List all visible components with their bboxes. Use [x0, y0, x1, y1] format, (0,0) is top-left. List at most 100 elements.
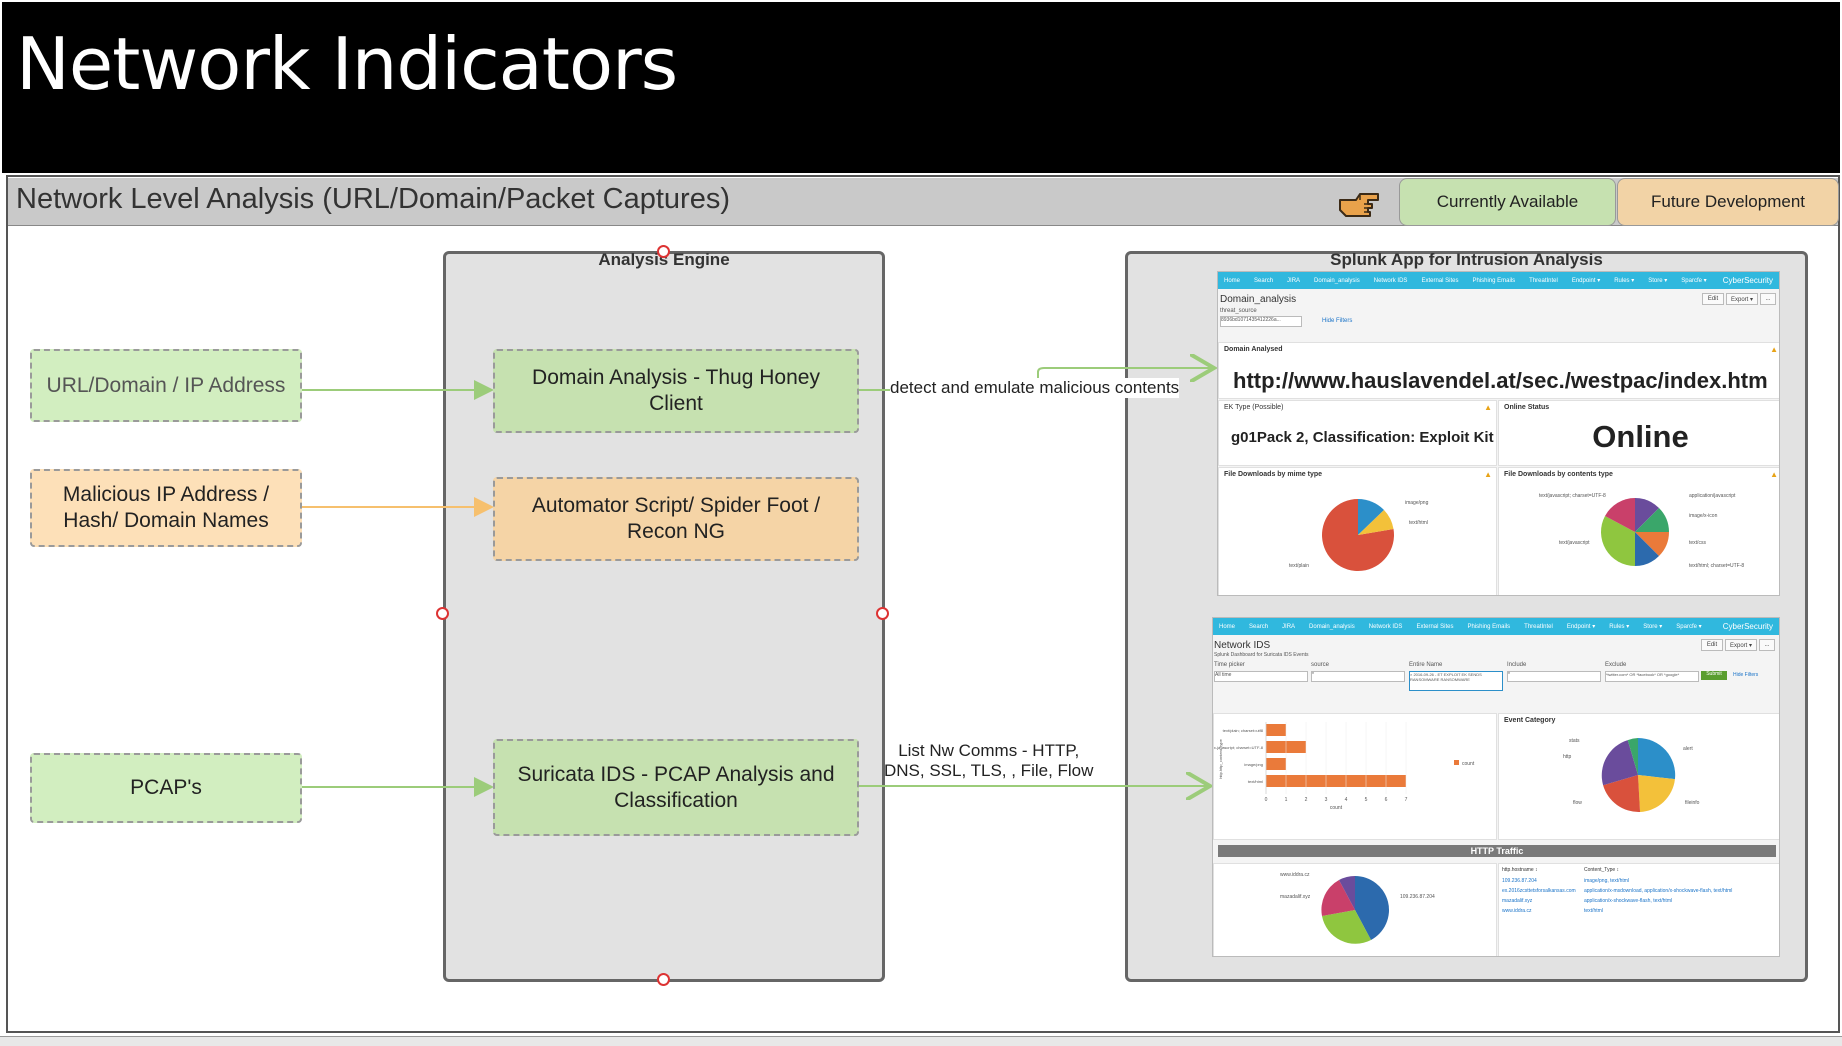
bar — [1266, 775, 1406, 787]
node-pcaps[interactable]: PCAP's — [30, 753, 302, 823]
table-header-content-type[interactable]: Content_Type ↕ — [1584, 867, 1620, 873]
ctype-label-4: text/javascript — [1559, 540, 1590, 546]
bar — [1266, 758, 1286, 770]
splunk-domain-analysis-screenshot: Home Search JIRA Domain_analysis Network IDS… — [1217, 271, 1780, 596]
x-tick-label: 4 — [1345, 797, 1348, 803]
exclude-input[interactable]: *twitter.com* OR *facebook* OR *google* — [1605, 671, 1699, 682]
splunk-nav-item[interactable]: Domain_analysis — [1309, 623, 1355, 630]
node-domain-analysis[interactable]: Domain Analysis - Thug Honey Client — [493, 349, 859, 433]
splunk-nav-item[interactable]: Home — [1224, 277, 1241, 284]
event-category-pie-chart — [1601, 738, 1676, 812]
warning-icon: ▲ — [1484, 470, 1492, 479]
more-button[interactable]: ... — [1760, 293, 1776, 305]
splunk-nav-item[interactable]: Home — [1219, 623, 1236, 630]
content-type-title: File Downloads by contents type — [1504, 471, 1613, 478]
http-host-card: www.iddra.cz mazadalif.xyz 109.236.87.20… — [1213, 863, 1497, 956]
splunk-nav-item[interactable]: Search — [1254, 277, 1274, 284]
node-malicious-label: Malicious IP Address / Hash/ Domain Name… — [62, 483, 270, 532]
edge-label-detect: detect and emulate malicious contents — [890, 378, 1180, 398]
splunk-nav-item[interactable]: Domain_analysis — [1314, 277, 1360, 284]
splunk-nav-item[interactable]: Network IDS — [1373, 277, 1408, 284]
host-label-2: 109.236.87.204 — [1400, 894, 1435, 900]
splunk-nav-item[interactable]: Sparcfe ▾ — [1681, 278, 1707, 284]
export-button[interactable]: Export ▾ — [1725, 639, 1757, 651]
splunk-nav-item[interactable]: Network IDS — [1368, 623, 1403, 630]
edit-button[interactable]: Edit — [1702, 293, 1724, 305]
ek-type-value: g01Pack 2, Classification: Exploit Kit — [1231, 429, 1494, 446]
splunk-nav-item[interactable]: External Sites — [1421, 277, 1459, 284]
event-label-4: fileinfo — [1685, 800, 1700, 806]
table-cell[interactable]: 109.236.87.204 — [1502, 878, 1537, 884]
node-malicious-ip[interactable]: Malicious IP Address / Hash/ Domain Name… — [30, 469, 302, 547]
splunk-nav-item[interactable]: ThreatIntel — [1529, 277, 1558, 284]
splunk-nav-item[interactable]: Store ▾ — [1643, 624, 1663, 630]
online-status-card: Online Status Online — [1498, 400, 1779, 466]
splunk-nav-item[interactable]: ThreatIntel — [1524, 623, 1553, 630]
filter-input[interactable]: 8936bd1071435412226a... — [1220, 316, 1302, 327]
edge-label-list-line1: List Nw Comms - HTTP, — [898, 741, 1080, 760]
splunk-nav-item[interactable]: Rules ▾ — [1614, 278, 1635, 284]
mime-label-0: image/png — [1405, 500, 1429, 506]
splunk-nav-item[interactable]: Phishing Emails — [1467, 623, 1511, 630]
submit-button[interactable]: Submit — [1701, 671, 1727, 680]
splunk-nav-item[interactable]: Rules ▾ — [1609, 624, 1630, 630]
resize-handle-top[interactable] — [657, 245, 670, 258]
splunk-network-ids-screenshot: Home Search JIRA Domain_analysis Network IDS… — [1212, 617, 1780, 957]
ctype-label-5: text/html; charset=UTF-8 — [1689, 563, 1745, 569]
hide-filters-link[interactable]: Hide Filters — [1322, 318, 1353, 324]
table-header-hostname[interactable]: http.hostname ↕ — [1502, 867, 1538, 873]
pie-slice-3 — [1635, 532, 1659, 566]
domain-analysed-card: Domain Analysed ▲ http://www.hauslavende… — [1218, 342, 1779, 399]
node-automator-script[interactable]: Automator Script/ Spider Foot / Recon NG — [493, 477, 859, 561]
filter-exclude-label: Exclude — [1605, 662, 1627, 668]
warning-icon: ▲ — [1770, 470, 1778, 479]
splunk-nav-item[interactable]: Store ▾ — [1648, 278, 1668, 284]
filter-entire-label: Entire Name — [1409, 662, 1443, 668]
time-picker-select[interactable]: All time — [1214, 671, 1308, 682]
x-tick-label: 5 — [1365, 797, 1368, 803]
edit-button[interactable]: Edit — [1701, 639, 1723, 651]
slide-title: Network Indicators — [16, 22, 678, 106]
bar — [1266, 724, 1286, 736]
resize-handle-bottom[interactable] — [657, 973, 670, 986]
more-button[interactable]: ... — [1759, 639, 1775, 651]
pie-slice-image-png — [1358, 498, 1384, 535]
pie-slice-text-html — [1358, 510, 1394, 535]
table-cell[interactable]: mazadalif.xyz — [1502, 898, 1533, 904]
splunk-nav-item[interactable]: Endpoint ▾ — [1566, 624, 1596, 630]
table-cell[interactable]: ex.2016zcsttetsforsalkansas.com — [1502, 888, 1576, 894]
x-tick-label: 3 — [1325, 797, 1328, 803]
filter-label: threat_source — [1220, 308, 1257, 314]
source-input[interactable]: * — [1311, 671, 1405, 682]
splunk-nav-item[interactable]: JIRA — [1287, 277, 1301, 284]
splunk-nav-item[interactable]: Search — [1249, 623, 1269, 630]
table-cell[interactable]: www.iddra.cz — [1502, 908, 1532, 914]
legend-label: count — [1462, 761, 1475, 767]
table-cell: application/x-msdownload, application/x-… — [1584, 888, 1733, 894]
resize-handle-right[interactable] — [876, 607, 889, 620]
ek-type-card: EK Type (Possible) ▲ g01Pack 2, Classifi… — [1218, 400, 1497, 466]
event-label-3: flow — [1573, 800, 1582, 806]
splunk-nav-item[interactable]: External Sites — [1416, 623, 1454, 630]
hide-filters-link[interactable]: Hide Filters — [1733, 672, 1759, 678]
resize-handle-left[interactable] — [436, 607, 449, 620]
include-input[interactable]: * — [1507, 671, 1601, 682]
splunk-nav-item[interactable]: JIRA — [1282, 623, 1296, 630]
node-url-domain-ip[interactable]: URL/Domain / IP Address — [30, 349, 302, 422]
x-tick-label: 1 — [1285, 797, 1288, 803]
entire-name-input[interactable]: × 2016-09-26 - ET EXPLOIT EK SENDS RANSO… — [1409, 671, 1503, 691]
node-suricata-ids[interactable]: Suricata IDS - PCAP Analysis and Classif… — [493, 739, 859, 836]
splunk-nav-item[interactable]: Endpoint ▾ — [1571, 278, 1601, 284]
splunk-nav-item[interactable]: Phishing Emails — [1472, 277, 1516, 284]
splunk-brand: CyberSecurity — [1722, 622, 1773, 631]
event-label-2: alert — [1683, 746, 1693, 752]
x-tick-label: 6 — [1385, 797, 1388, 803]
pie-slice-stats — [1627, 738, 1638, 775]
pie-slice-alert — [1638, 738, 1676, 780]
splunk-app-title: Splunk App for Intrusion Analysis — [1330, 250, 1603, 269]
pie-slice-host-ip — [1355, 876, 1389, 940]
pie-slice-5 — [1605, 498, 1635, 532]
export-button[interactable]: Export ▾ — [1726, 293, 1758, 305]
splunk-nav-item[interactable]: Sparcfe ▾ — [1676, 624, 1702, 630]
ctype-label-2: image/x-icon — [1689, 513, 1718, 519]
